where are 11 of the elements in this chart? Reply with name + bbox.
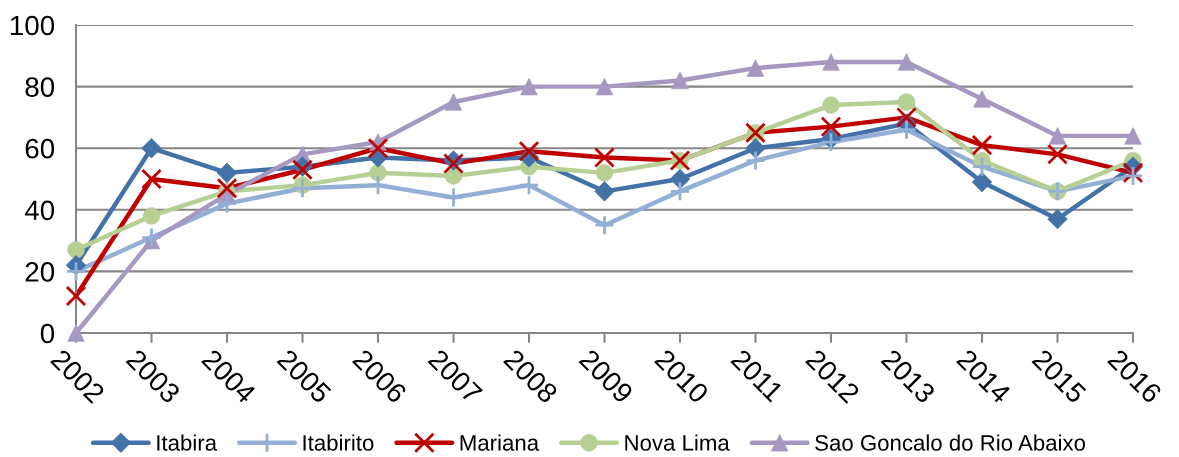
y-tick-label: 20: [25, 262, 55, 282]
legend-label: Sao Goncalo do Rio Abaixo: [815, 434, 1086, 451]
legend-label: Itabirito: [303, 434, 374, 451]
legend-label: Nova Lima: [625, 434, 730, 451]
legend-label: Mariana: [460, 434, 540, 451]
y-tick-label: 0: [40, 323, 55, 344]
legend-label: Itabira: [157, 434, 218, 451]
y-tick-label: 60: [25, 138, 55, 159]
y-tick-label: 40: [24, 200, 55, 221]
y-tick-label: 80: [25, 77, 55, 97]
y-tick-label: 100: [10, 15, 55, 36]
